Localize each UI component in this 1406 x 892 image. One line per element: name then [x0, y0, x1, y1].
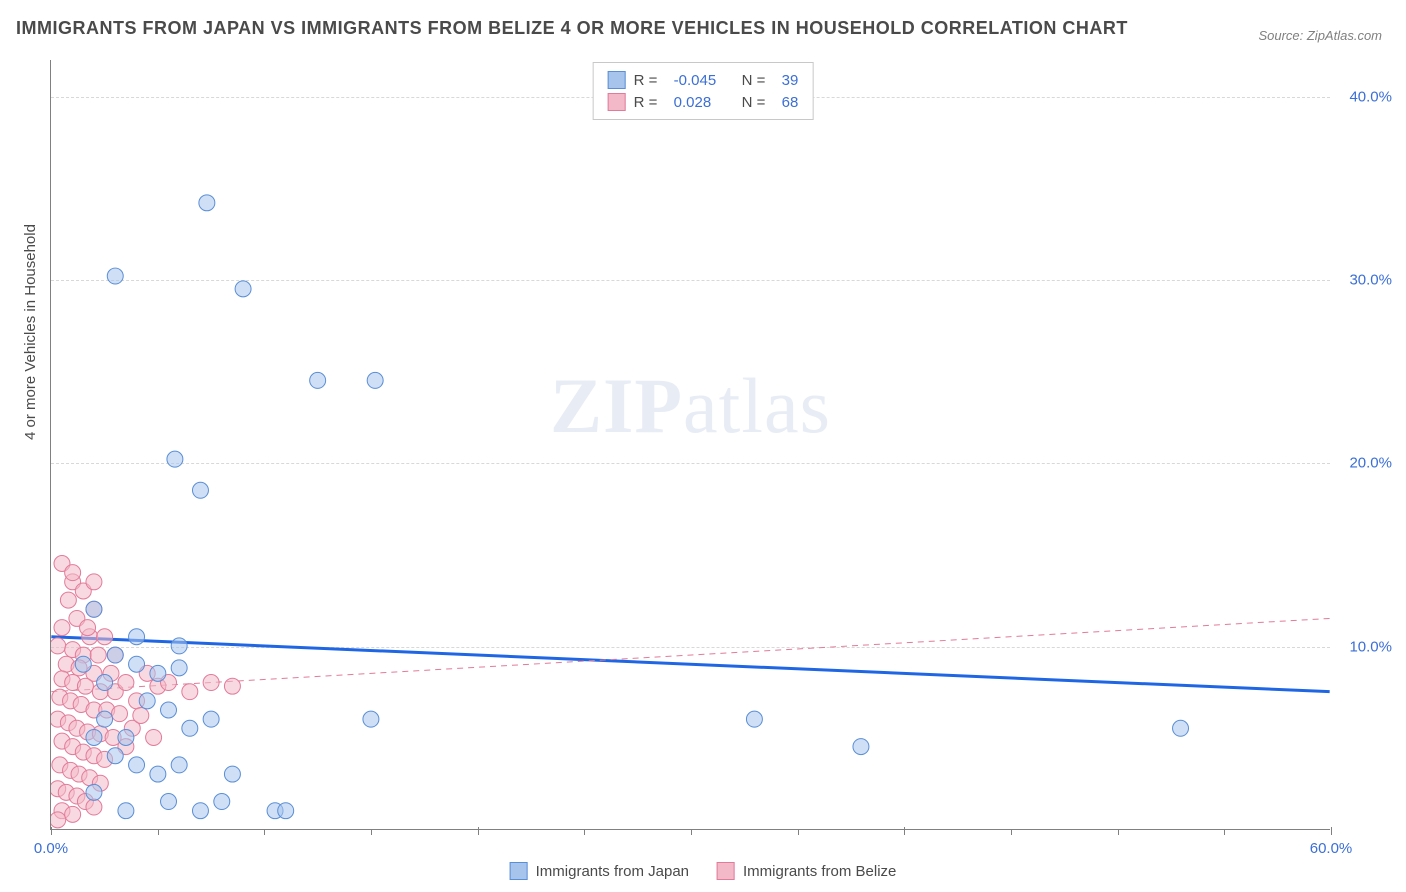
legend-correlation: R =-0.045N =39R =0.028N =68: [593, 62, 814, 120]
scatter-point: [80, 620, 96, 636]
legend-bottom-item: Immigrants from Belize: [717, 862, 896, 880]
scatter-point: [199, 195, 215, 211]
scatter-point: [75, 656, 91, 672]
x-tick-minor: [158, 829, 159, 835]
scatter-point: [182, 684, 198, 700]
scatter-point: [150, 665, 166, 681]
scatter-point: [107, 647, 123, 663]
scatter-point: [278, 803, 294, 819]
trend-line: [51, 637, 1329, 692]
x-tick-minor: [1011, 829, 1012, 835]
scatter-point: [86, 601, 102, 617]
legend-top-row: R =0.028N =68: [608, 91, 799, 113]
x-tick: [1331, 827, 1332, 835]
scatter-point: [118, 675, 134, 691]
scatter-point: [86, 574, 102, 590]
x-tick-minor: [478, 829, 479, 835]
scatter-point: [235, 281, 251, 297]
scatter-point: [133, 707, 149, 723]
scatter-point: [129, 656, 145, 672]
legend-series: Immigrants from Japan Immigrants from Bel…: [510, 862, 897, 880]
plot-area: ZIPatlas 10.0%20.0%30.0%40.0%0.0%60.0%: [50, 60, 1330, 830]
y-tick-label: 30.0%: [1349, 272, 1392, 289]
x-tick-minor: [798, 829, 799, 835]
scatter-point: [146, 729, 162, 745]
scatter-point: [86, 729, 102, 745]
scatter-point: [86, 799, 102, 815]
scatter-point: [129, 757, 145, 773]
scatter-point: [107, 748, 123, 764]
scatter-point: [97, 629, 113, 645]
scatter-point: [1173, 720, 1189, 736]
scatter-point: [192, 803, 208, 819]
scatter-point: [171, 638, 187, 654]
legend-label: Immigrants from Belize: [743, 863, 896, 880]
scatter-point: [203, 675, 219, 691]
scatter-point: [129, 629, 145, 645]
scatter-point: [118, 729, 134, 745]
scatter-point: [363, 711, 379, 727]
scatter-point: [97, 711, 113, 727]
legend-swatch: [608, 93, 626, 111]
x-tick-label: 60.0%: [1310, 840, 1353, 857]
scatter-point: [310, 372, 326, 388]
scatter-point: [118, 803, 134, 819]
scatter-point: [182, 720, 198, 736]
source-attribution: Source: ZipAtlas.com: [1258, 28, 1382, 43]
y-tick-label: 10.0%: [1349, 638, 1392, 655]
legend-swatch: [510, 862, 528, 880]
y-axis-label: 4 or more Vehicles in Household: [22, 224, 39, 440]
scatter-point: [54, 620, 70, 636]
x-tick-label: 0.0%: [34, 840, 68, 857]
x-tick-minor: [1224, 829, 1225, 835]
scatter-point: [171, 757, 187, 773]
y-tick-label: 40.0%: [1349, 88, 1392, 105]
legend-top-row: R =-0.045N =39: [608, 69, 799, 91]
chart-svg: [51, 60, 1330, 829]
scatter-point: [224, 678, 240, 694]
x-tick-minor: [264, 829, 265, 835]
scatter-point: [167, 451, 183, 467]
scatter-point: [97, 675, 113, 691]
scatter-point: [214, 794, 230, 810]
scatter-point: [746, 711, 762, 727]
scatter-point: [161, 702, 177, 718]
scatter-point: [90, 647, 106, 663]
scatter-point: [192, 482, 208, 498]
trend-line: [51, 618, 1329, 691]
scatter-point: [77, 678, 93, 694]
scatter-point: [51, 638, 66, 654]
scatter-point: [107, 268, 123, 284]
scatter-point: [65, 565, 81, 581]
scatter-point: [224, 766, 240, 782]
scatter-point: [150, 766, 166, 782]
x-tick-minor: [584, 829, 585, 835]
y-tick-label: 20.0%: [1349, 455, 1392, 472]
scatter-point: [60, 592, 76, 608]
scatter-point: [367, 372, 383, 388]
scatter-point: [139, 693, 155, 709]
scatter-point: [65, 806, 81, 822]
legend-label: Immigrants from Japan: [536, 863, 689, 880]
scatter-point: [112, 706, 128, 722]
x-tick-minor: [1118, 829, 1119, 835]
scatter-point: [203, 711, 219, 727]
chart-title: IMMIGRANTS FROM JAPAN VS IMMIGRANTS FROM…: [16, 18, 1128, 39]
scatter-point: [171, 660, 187, 676]
legend-swatch: [608, 71, 626, 89]
scatter-point: [51, 812, 66, 828]
x-tick-minor: [904, 829, 905, 835]
legend-bottom-item: Immigrants from Japan: [510, 862, 689, 880]
x-tick-minor: [371, 829, 372, 835]
scatter-point: [161, 794, 177, 810]
legend-swatch: [717, 862, 735, 880]
x-tick-minor: [691, 829, 692, 835]
scatter-point: [853, 739, 869, 755]
scatter-point: [86, 784, 102, 800]
